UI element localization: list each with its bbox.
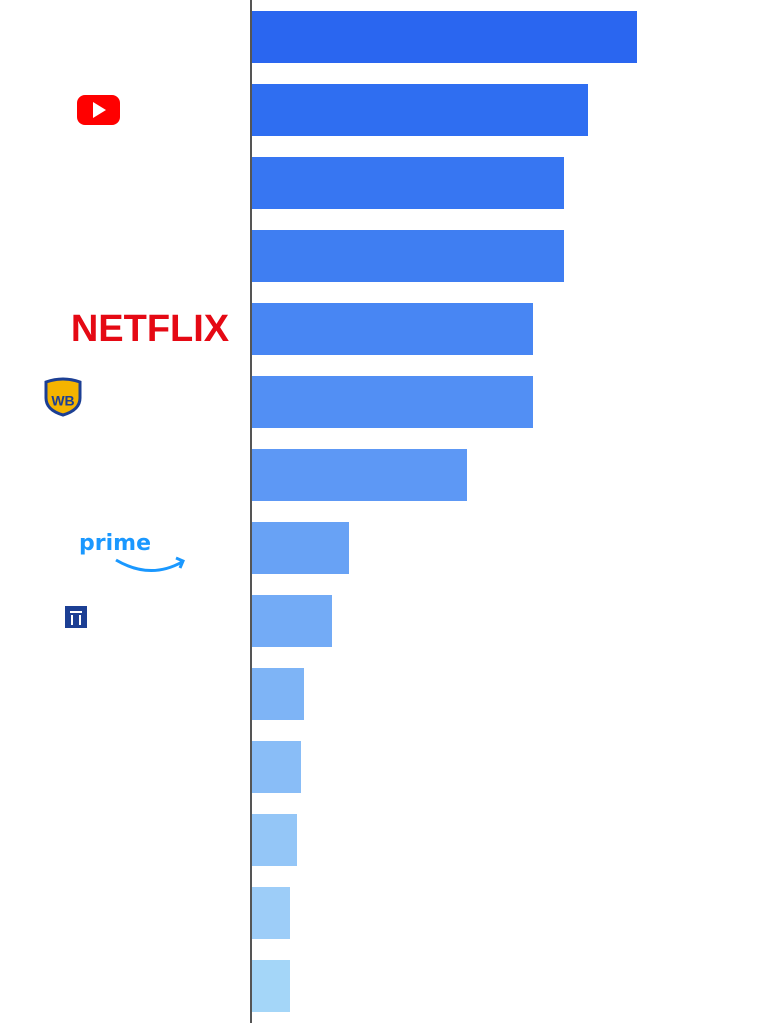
bar [252, 449, 467, 501]
youtube-logo [77, 95, 120, 125]
category-label: WB [51, 393, 74, 409]
prime-smile [115, 556, 185, 572]
faint-logo [65, 606, 87, 628]
bar [252, 668, 304, 720]
bar [252, 157, 564, 209]
bar [252, 522, 349, 574]
bar [252, 84, 588, 136]
bar [252, 814, 297, 866]
bar [252, 11, 637, 63]
bar [252, 376, 533, 428]
category-label: NETFLIX [71, 308, 230, 350]
bar [252, 595, 332, 647]
bar [252, 230, 564, 282]
wb-logo [44, 377, 82, 417]
bar [252, 887, 290, 939]
bar [252, 741, 301, 793]
category-label: prime [79, 531, 151, 556]
bar [252, 960, 290, 1012]
bar [252, 303, 533, 355]
